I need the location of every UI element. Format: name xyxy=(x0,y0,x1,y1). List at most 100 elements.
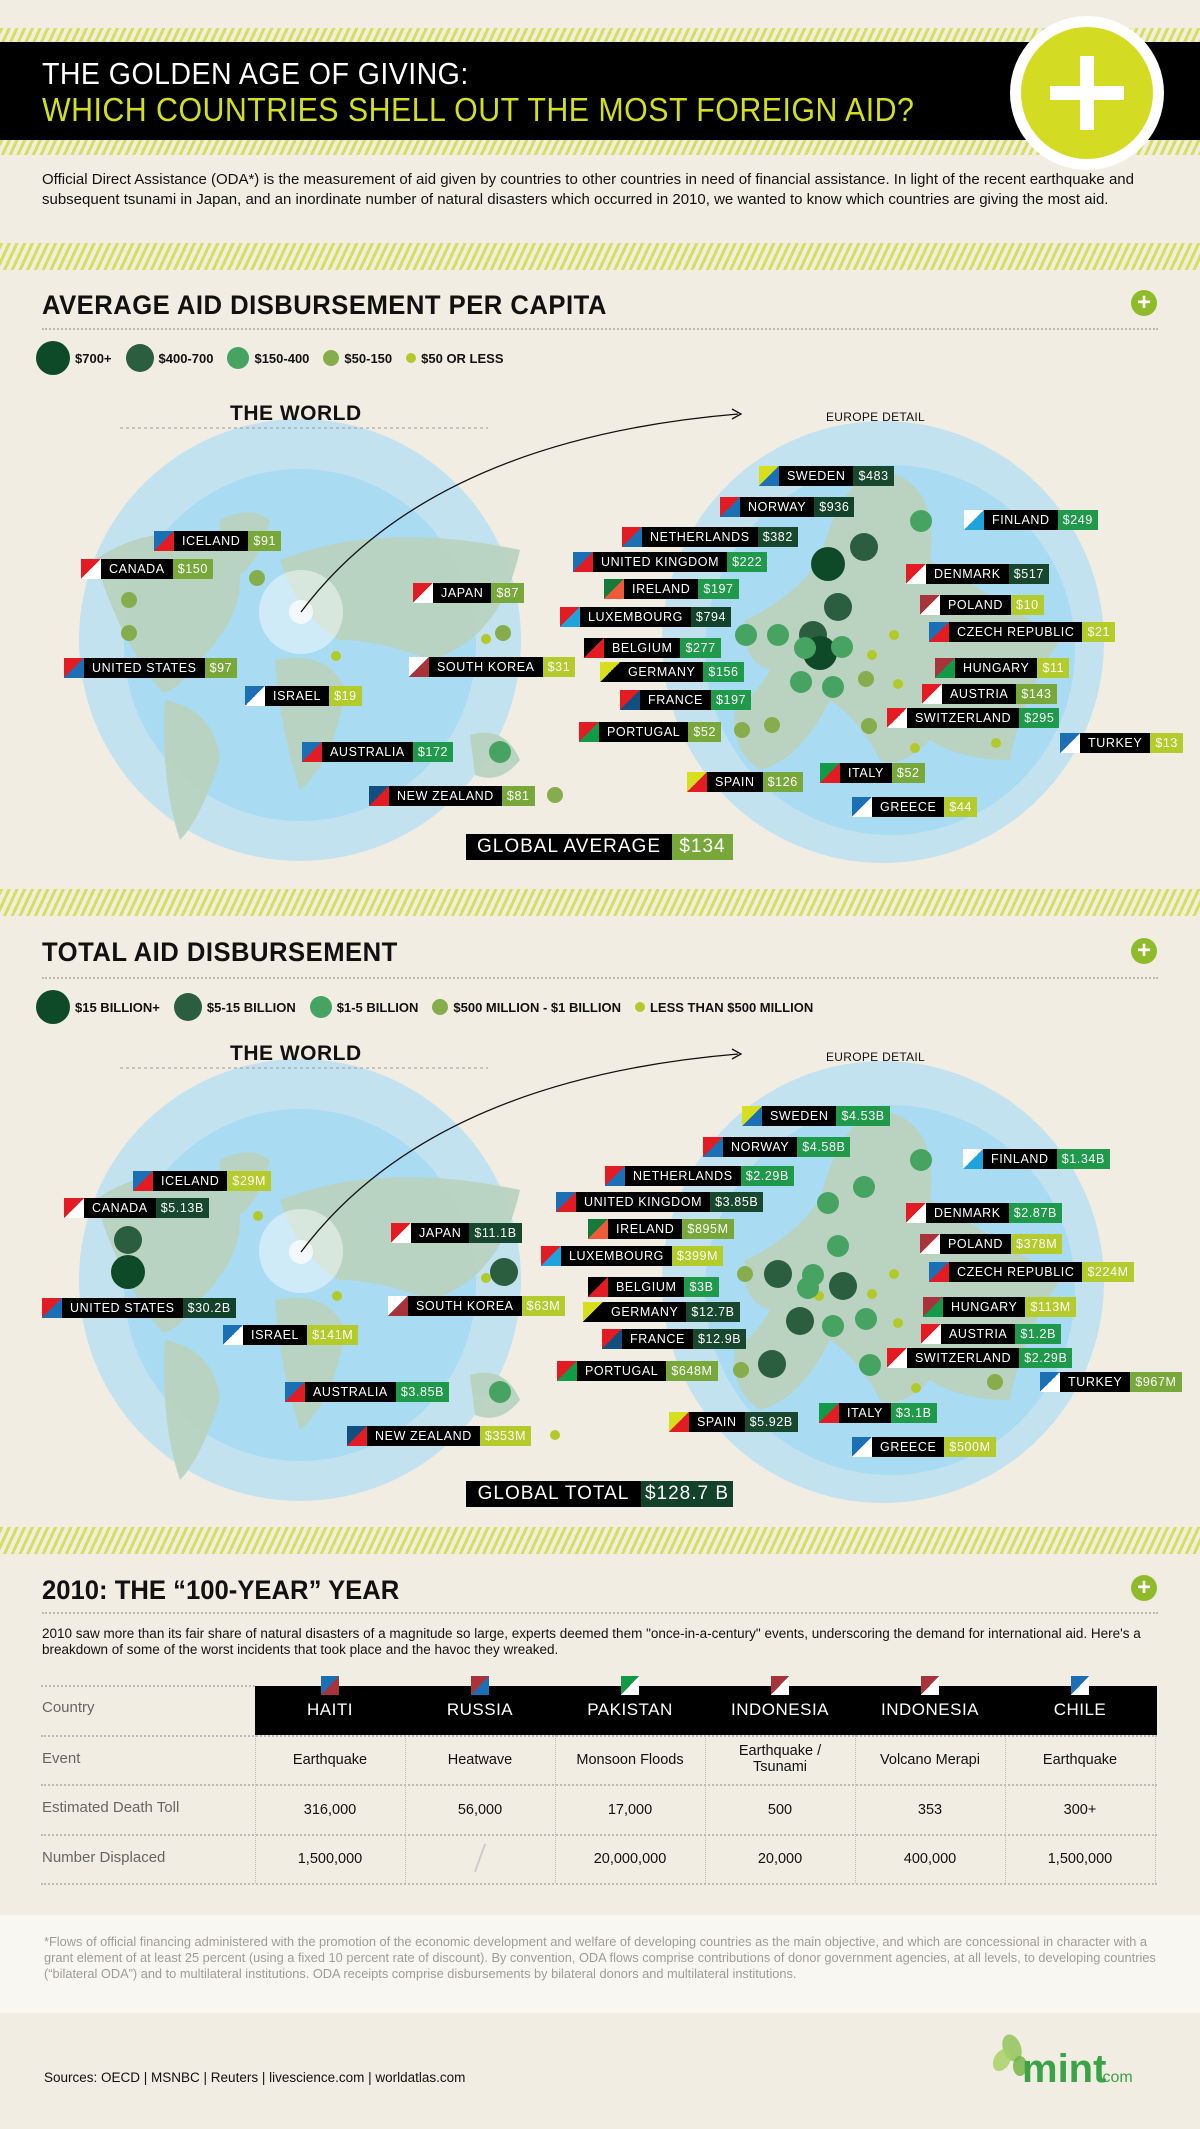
legend-circle-icon xyxy=(432,999,449,1015)
expand-plus-icon[interactable]: + xyxy=(1131,290,1157,316)
portugal-bubble xyxy=(733,1362,749,1378)
country-name: TURKEY xyxy=(1080,733,1151,753)
country-name: AUSTRALIA xyxy=(322,742,413,762)
event-cell: Earthquake xyxy=(292,1752,368,1768)
legend-item: LESS THAN $500 MILLION xyxy=(634,999,814,1015)
displaced-cell: 1,500,000 xyxy=(1047,1851,1113,1867)
column-divider xyxy=(555,1735,556,1883)
country-name: SWEDEN xyxy=(762,1106,837,1126)
flag-icon xyxy=(1060,733,1080,753)
iceland-bubble xyxy=(253,1211,263,1221)
legend-circle-icon xyxy=(36,990,70,1024)
country-value: $63M xyxy=(521,1296,566,1316)
country-name: NEW ZEALAND xyxy=(367,1426,480,1446)
denmark-bubble xyxy=(824,593,852,621)
country-value: $44 xyxy=(944,797,978,817)
europe-detail-heading: EUROPE DETAIL xyxy=(826,1050,926,1064)
legend-label: $50-150 xyxy=(344,350,393,366)
united-states-bubble xyxy=(121,625,137,641)
expand-plus-icon[interactable]: + xyxy=(1131,1575,1157,1601)
country-value: $1.34B xyxy=(1056,1149,1110,1169)
legend-label: $500 MILLION - $1 BILLION xyxy=(453,999,621,1015)
legend-item: $5-15 BILLION xyxy=(173,993,296,1021)
country-label: JAPAN $87 xyxy=(413,583,525,603)
flag-icon xyxy=(471,1676,489,1695)
flag-icon xyxy=(154,531,174,551)
column-divider xyxy=(255,1735,256,1883)
stripe-divider xyxy=(0,140,1200,155)
country-value: $113M xyxy=(1025,1297,1076,1317)
flag-icon xyxy=(588,1219,608,1239)
legend-item: $400-700 xyxy=(125,344,213,372)
section-title-disasters: 2010: THE “100-YEAR” YEAR xyxy=(42,1575,400,1605)
greece-bubble xyxy=(911,1383,921,1393)
global-total-label: GLOBAL TOTAL xyxy=(466,1481,641,1507)
legend-circle-icon xyxy=(309,996,332,1018)
flag-icon xyxy=(923,1297,943,1317)
stripe-divider xyxy=(0,243,1200,270)
country-label: SPAIN $126 xyxy=(687,772,803,792)
country-label: CANADA $150 xyxy=(81,559,213,579)
country-value: $648M xyxy=(666,1361,718,1381)
country-value: $143 xyxy=(1016,684,1057,704)
australia-bubble xyxy=(489,741,511,763)
country-value: $249 xyxy=(1057,510,1098,530)
table-header-band xyxy=(255,1686,1157,1735)
country-name: ISRAEL xyxy=(243,1325,308,1345)
country-label: FINLAND $1.34B xyxy=(963,1149,1110,1169)
flag-icon xyxy=(620,690,640,710)
country-value: $3.85B xyxy=(395,1382,450,1402)
legend-item: $150-400 xyxy=(227,347,309,369)
flag-icon xyxy=(133,1171,153,1191)
new-zealand-bubble xyxy=(550,1430,560,1440)
country-value: $31 xyxy=(542,657,576,677)
zoom-arrow xyxy=(300,413,739,613)
country-name: DENMARK xyxy=(926,564,1009,584)
country-label: TURKEY $967M xyxy=(1040,1372,1182,1392)
flag-icon xyxy=(245,686,265,706)
legend-circle-icon xyxy=(227,347,250,369)
flag-icon xyxy=(963,1149,983,1169)
country-value: $936 xyxy=(814,497,855,517)
row-label: Country xyxy=(42,1699,95,1716)
country-value: $29M xyxy=(227,1171,272,1191)
country-name: JAPAN xyxy=(433,583,492,603)
country-label: NEW ZEALAND $353M xyxy=(347,1426,532,1446)
country-label: GREECE $44 xyxy=(852,797,978,817)
country-name: FINLAND xyxy=(983,1149,1057,1169)
legend-label: LESS THAN $500 MILLION xyxy=(649,999,814,1015)
flag-icon xyxy=(64,658,84,678)
country-value: $5.13B xyxy=(155,1198,209,1218)
country-value: $12.9B xyxy=(693,1329,747,1349)
flag-icon xyxy=(588,1277,608,1297)
country-value: $87 xyxy=(491,583,525,603)
israel-bubble xyxy=(331,651,341,661)
flag-icon xyxy=(922,684,942,704)
legend-item: $500 MILLION - $1 BILLION xyxy=(432,999,621,1015)
global-total-box: GLOBAL TOTAL $128.7 B xyxy=(466,1481,733,1507)
finland-bubble xyxy=(910,510,932,532)
displaced-cell: 20,000,000 xyxy=(593,1851,667,1867)
country-label: SOUTH KOREA $63M xyxy=(388,1296,566,1316)
legend-circle-icon xyxy=(323,350,340,366)
expand-plus-icon[interactable]: + xyxy=(1131,938,1157,964)
divider xyxy=(42,328,1158,330)
flag-icon xyxy=(64,1198,84,1218)
flag-icon xyxy=(920,1234,940,1254)
flag-icon xyxy=(622,527,642,547)
flag-icon xyxy=(742,1106,762,1126)
flag-icon xyxy=(929,1262,949,1282)
legend-circle-icon xyxy=(125,344,154,372)
country-value: $30.2B xyxy=(182,1298,236,1318)
page-title: THE GOLDEN AGE OF GIVING: xyxy=(42,56,469,91)
legend-label: $1-5 BILLION xyxy=(336,999,419,1015)
canada-bubble xyxy=(114,1226,142,1254)
legend-item: $50-150 xyxy=(323,350,392,366)
poland-bubble xyxy=(889,1269,899,1279)
country-value: $52 xyxy=(891,763,925,783)
germany-bubble xyxy=(831,636,853,658)
legend-label: $5-15 BILLION xyxy=(206,999,296,1015)
new-zealand-bubble xyxy=(547,787,563,803)
flag-icon xyxy=(556,1192,576,1212)
country-label: CZECH REPUBLIC $224M xyxy=(929,1262,1134,1282)
